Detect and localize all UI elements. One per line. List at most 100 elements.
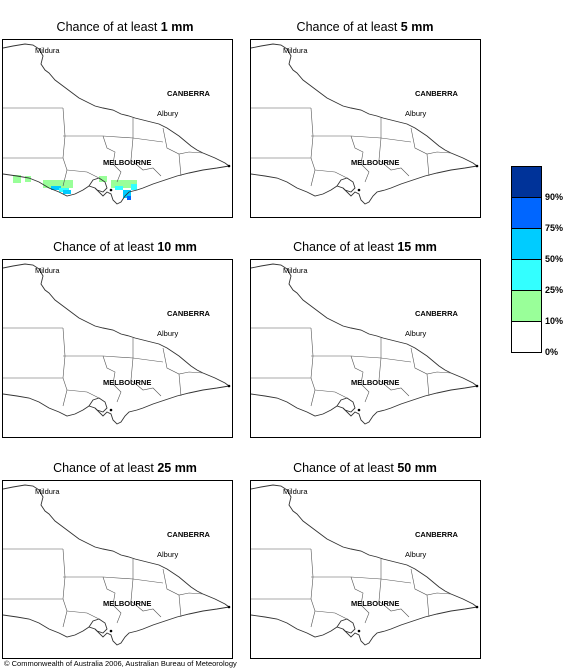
- district-boundary-line: [314, 389, 348, 399]
- panel-title-1mm: Chance of at least 1 mm: [56, 20, 194, 34]
- location-marker-icon: [475, 384, 479, 388]
- legend-swatch-50: [511, 228, 542, 259]
- place-label-melbourne: MELBOURNE: [351, 599, 399, 608]
- state-boundary-line: [251, 385, 478, 425]
- district-boundary-line: [350, 135, 370, 183]
- district-boundary-line: [132, 578, 164, 584]
- place-label-mildura: Mildura: [35, 487, 60, 496]
- location-marker-icon: [357, 629, 361, 633]
- legend-label-0: 0%: [545, 347, 559, 357]
- rain-probability-cell: [51, 186, 61, 190]
- place-label-canberra: CANBERRA: [415, 309, 459, 318]
- district-boundary-line: [102, 576, 122, 624]
- panel-title-10mm: Chance of at least 10 mm: [53, 240, 197, 254]
- place-label-albury: Albury: [405, 550, 427, 559]
- rain-probability-cell: [131, 184, 137, 190]
- district-boundary-line: [62, 327, 68, 407]
- location-marker-icon: [227, 164, 231, 168]
- district-boundary-line: [350, 576, 370, 624]
- place-label-canberra: CANBERRA: [415, 530, 459, 539]
- place-label-albury: Albury: [157, 329, 179, 338]
- district-boundary-line: [130, 559, 162, 618]
- victoria-map-svg: Mildura CANBERRA Albury MELBOURNE: [251, 484, 479, 646]
- place-label-canberra: CANBERRA: [415, 89, 459, 98]
- district-boundary-line: [62, 548, 68, 628]
- map-panel-5mm: Mildura CANBERRA Albury MELBOURNE: [250, 39, 481, 218]
- location-marker-icon: [475, 605, 479, 609]
- place-label-melbourne: MELBOURNE: [351, 158, 399, 167]
- district-boundary-line: [130, 338, 162, 397]
- state-boundary-line: [202, 152, 230, 167]
- legend-label-90: 90%: [545, 192, 564, 202]
- legend-label-75: 75%: [545, 223, 564, 233]
- district-boundary-line: [178, 153, 182, 177]
- state-boundary-line: [88, 618, 108, 634]
- place-label-melbourne: MELBOURNE: [103, 378, 151, 387]
- state-boundary-line: [3, 606, 230, 646]
- district-boundary-line: [132, 137, 164, 143]
- district-boundary-line: [378, 118, 410, 177]
- district-boundary-line: [66, 389, 100, 399]
- state-boundary-line: [450, 593, 478, 608]
- copyright-footer: © Commonwealth of Australia 2006, Austra…: [4, 659, 237, 668]
- victoria-map-svg: Mildura CANBERRA Albury MELBOURNE: [3, 263, 231, 425]
- state-boundary-line: [202, 372, 230, 387]
- district-boundary-line: [102, 355, 122, 403]
- location-marker-icon: [227, 384, 231, 388]
- place-label-albury: Albury: [157, 550, 179, 559]
- district-boundary-line: [378, 338, 410, 397]
- district-boundary-line: [311, 355, 382, 359]
- location-marker-icon: [357, 408, 361, 412]
- district-boundary-line: [310, 548, 316, 628]
- place-label-melbourne: MELBOURNE: [103, 158, 151, 167]
- place-label-mildura: Mildura: [35, 46, 60, 55]
- place-label-mildura: Mildura: [35, 266, 60, 275]
- state-boundary-line: [3, 263, 204, 374]
- district-boundary-line: [63, 135, 134, 139]
- legend-swatch-10: [511, 290, 542, 321]
- legend-swatch-0: [511, 321, 542, 353]
- rain-probability-cell: [63, 190, 71, 194]
- state-boundary-line: [251, 165, 478, 205]
- district-boundary-line: [380, 578, 412, 584]
- legend-label-10: 10%: [545, 316, 564, 326]
- district-boundary-line: [380, 137, 412, 143]
- state-boundary-line: [336, 397, 356, 413]
- place-label-mildura: Mildura: [283, 266, 308, 275]
- district-boundary-line: [426, 153, 430, 177]
- district-boundary-line: [63, 355, 134, 359]
- district-boundary-line: [314, 169, 348, 179]
- district-boundary-line: [63, 576, 134, 580]
- district-boundary-line: [380, 357, 412, 363]
- map-panel-15mm: Mildura CANBERRA Albury MELBOURNE: [250, 259, 481, 438]
- victoria-map-svg: Mildura CANBERRA Albury MELBOURNE: [251, 263, 479, 425]
- state-boundary-line: [3, 385, 230, 425]
- state-boundary-line: [450, 372, 478, 387]
- place-label-mildura: Mildura: [283, 46, 308, 55]
- rain-probability-cell: [123, 180, 137, 188]
- district-boundary-line: [130, 118, 162, 177]
- rain-probability-cell: [99, 176, 107, 182]
- place-label-albury: Albury: [157, 109, 179, 118]
- place-label-mildura: Mildura: [283, 487, 308, 496]
- map-panel-1mm: Mildura CANBERRA Albury MELBOURNE: [2, 39, 233, 218]
- state-boundary-line: [251, 606, 478, 646]
- rain-probability-cell: [111, 180, 123, 188]
- place-label-melbourne: MELBOURNE: [103, 599, 151, 608]
- place-label-canberra: CANBERRA: [167, 89, 211, 98]
- district-boundary-line: [62, 107, 68, 187]
- place-label-melbourne: MELBOURNE: [351, 378, 399, 387]
- place-label-canberra: CANBERRA: [167, 530, 211, 539]
- district-boundary-line: [426, 373, 430, 397]
- map-panel-25mm: Mildura CANBERRA Albury MELBOURNE: [2, 480, 233, 659]
- district-boundary-line: [178, 373, 182, 397]
- map-panel-10mm: Mildura CANBERRA Albury MELBOURNE: [2, 259, 233, 438]
- panel-title-5mm: Chance of at least 5 mm: [296, 20, 434, 34]
- rain-probability-cell: [127, 196, 131, 200]
- probability-legend: 90% 75% 50% 25% 10% 0%: [511, 166, 563, 357]
- legend-label-50: 50%: [545, 254, 564, 264]
- location-marker-icon: [109, 408, 113, 412]
- district-boundary-line: [310, 107, 316, 187]
- legend-swatch-25: [511, 259, 542, 290]
- location-marker-icon: [357, 188, 361, 192]
